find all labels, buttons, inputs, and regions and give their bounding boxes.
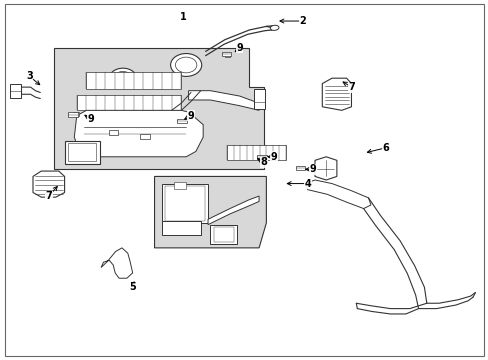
Ellipse shape bbox=[270, 25, 278, 30]
Text: 9: 9 bbox=[270, 152, 277, 162]
Polygon shape bbox=[207, 196, 259, 225]
Bar bbox=[213, 227, 233, 242]
Polygon shape bbox=[322, 78, 351, 111]
Circle shape bbox=[109, 68, 136, 88]
Text: 3: 3 bbox=[26, 71, 33, 81]
Text: 1: 1 bbox=[180, 13, 187, 22]
Bar bbox=[73, 112, 79, 116]
Bar bbox=[162, 184, 207, 223]
Bar bbox=[257, 155, 266, 159]
Bar bbox=[162, 221, 201, 235]
Bar bbox=[224, 53, 229, 57]
Polygon shape bbox=[54, 48, 264, 169]
Bar bbox=[86, 72, 181, 89]
Bar bbox=[164, 186, 204, 221]
Text: 2: 2 bbox=[299, 16, 305, 26]
Polygon shape bbox=[154, 176, 266, 248]
Text: 9: 9 bbox=[187, 111, 194, 121]
Text: 9: 9 bbox=[308, 164, 315, 174]
Text: 6: 6 bbox=[381, 143, 388, 153]
Circle shape bbox=[170, 54, 201, 76]
Polygon shape bbox=[314, 157, 336, 180]
Polygon shape bbox=[305, 180, 370, 208]
Text: 7: 7 bbox=[45, 191, 52, 201]
Bar bbox=[177, 119, 186, 123]
Bar bbox=[221, 52, 231, 57]
Text: 4: 4 bbox=[304, 179, 310, 189]
Text: 7: 7 bbox=[347, 82, 354, 92]
Text: 9: 9 bbox=[88, 114, 95, 124]
Text: 5: 5 bbox=[129, 282, 136, 292]
Polygon shape bbox=[74, 111, 203, 157]
Bar bbox=[254, 89, 264, 109]
Polygon shape bbox=[101, 248, 132, 278]
Bar bbox=[68, 143, 96, 161]
Bar bbox=[140, 134, 149, 139]
Bar bbox=[227, 145, 285, 160]
Bar bbox=[109, 130, 118, 135]
Bar bbox=[77, 95, 181, 111]
Polygon shape bbox=[188, 91, 259, 111]
Bar bbox=[210, 225, 237, 244]
Polygon shape bbox=[10, 84, 21, 98]
Polygon shape bbox=[33, 171, 64, 197]
Bar bbox=[295, 166, 305, 170]
Text: 9: 9 bbox=[236, 43, 243, 53]
Bar bbox=[68, 112, 78, 117]
Bar bbox=[64, 141, 100, 164]
Text: 8: 8 bbox=[260, 157, 267, 167]
Bar bbox=[174, 182, 186, 189]
